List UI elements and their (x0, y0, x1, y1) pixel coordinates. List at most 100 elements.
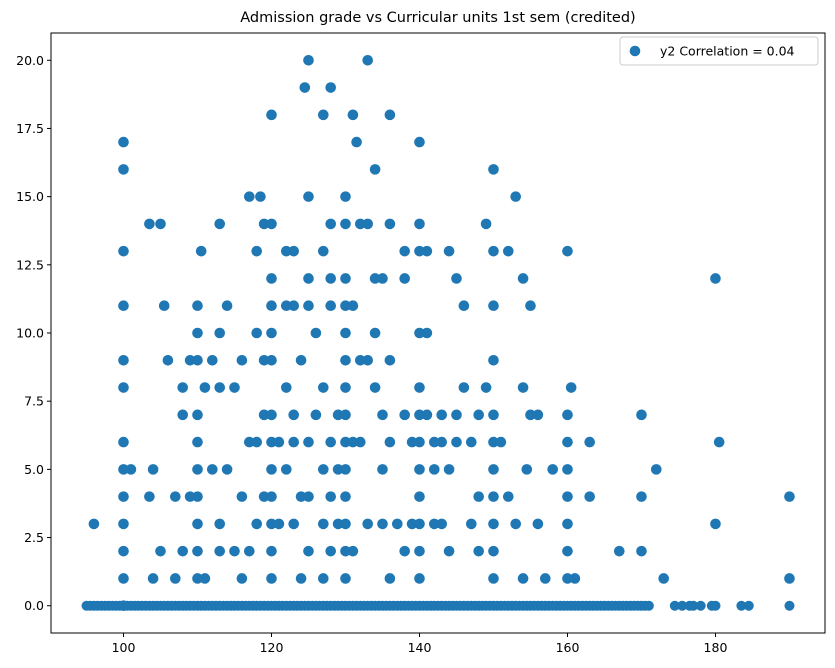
data-point (332, 409, 344, 421)
data-point (688, 600, 699, 611)
data-point (303, 545, 314, 557)
data-point (303, 300, 314, 312)
data-point (207, 354, 218, 366)
data-point (192, 464, 203, 475)
data-point (569, 573, 581, 584)
data-point (303, 54, 314, 66)
data-point (351, 136, 362, 148)
data-point (458, 300, 470, 312)
y-tick-label: 0.0 (24, 598, 44, 613)
data-point (525, 409, 536, 421)
data-point (414, 327, 425, 339)
x-tick-label: 100 (112, 640, 136, 655)
data-point (281, 245, 292, 257)
data-point (155, 218, 166, 230)
data-point (451, 273, 462, 284)
x-tick-label: 180 (704, 640, 728, 655)
data-point (266, 518, 277, 530)
data-point (251, 327, 263, 339)
data-point (488, 545, 499, 557)
data-point (369, 382, 381, 393)
data-point (118, 382, 129, 393)
data-point (510, 191, 521, 202)
data-point (199, 573, 211, 584)
data-point (266, 300, 277, 312)
x-axis: 100 120 140 160 180 (112, 633, 728, 655)
data-point (195, 245, 207, 257)
data-point (414, 436, 425, 448)
y-tick-label: 7.5 (24, 394, 44, 409)
data-point (488, 409, 499, 421)
data-point (184, 491, 196, 502)
data-point (340, 464, 351, 475)
data-point (784, 573, 795, 584)
data-point (532, 518, 544, 530)
data-point (377, 409, 388, 421)
data-point (362, 54, 374, 66)
data-point (332, 518, 344, 530)
data-point (266, 327, 277, 339)
data-point (177, 382, 189, 393)
data-point (184, 354, 196, 366)
data-point (299, 82, 311, 93)
data-point (303, 273, 314, 284)
data-point (636, 491, 647, 502)
data-point (118, 464, 129, 475)
data-point (340, 382, 351, 393)
data-point (158, 300, 170, 312)
data-point (488, 354, 499, 366)
data-point (325, 300, 337, 312)
data-point (170, 491, 181, 502)
data-point (192, 327, 203, 339)
data-point (340, 545, 351, 557)
data-point (147, 464, 159, 475)
data-point (784, 491, 795, 502)
data-point (118, 164, 129, 175)
data-point (229, 382, 240, 393)
data-point (244, 436, 255, 448)
data-point (521, 464, 533, 475)
data-point (406, 436, 418, 448)
data-point (258, 218, 270, 230)
data-point (347, 109, 359, 121)
data-point (118, 545, 129, 557)
data-point (736, 600, 747, 611)
data-point (325, 491, 337, 502)
data-point (340, 300, 351, 312)
data-point (488, 491, 499, 502)
data-point (295, 354, 307, 366)
data-point (340, 327, 351, 339)
data-point (118, 354, 129, 366)
data-point (255, 191, 266, 202)
data-point (436, 436, 447, 448)
data-point (236, 354, 248, 366)
data-point (636, 409, 647, 421)
data-point (214, 382, 226, 393)
data-point (325, 218, 337, 230)
data-point (347, 436, 359, 448)
data-point (562, 491, 573, 502)
data-point (377, 273, 388, 284)
data-point (221, 300, 233, 312)
data-point (480, 382, 492, 393)
data-point (562, 545, 573, 557)
data-point (502, 245, 514, 257)
data-point (266, 273, 277, 284)
data-point (266, 491, 277, 502)
data-point (325, 545, 337, 557)
data-point (562, 245, 573, 257)
data-point (192, 573, 203, 584)
data-point (318, 109, 329, 121)
data-point (517, 273, 529, 284)
data-point (244, 545, 255, 557)
data-point (406, 518, 418, 530)
data-point (266, 109, 277, 121)
data-point (192, 409, 203, 421)
data-point (288, 409, 300, 421)
data-point (384, 573, 396, 584)
data-point (144, 218, 155, 230)
data-point (192, 354, 203, 366)
data-point (125, 464, 137, 475)
data-point (303, 191, 314, 202)
